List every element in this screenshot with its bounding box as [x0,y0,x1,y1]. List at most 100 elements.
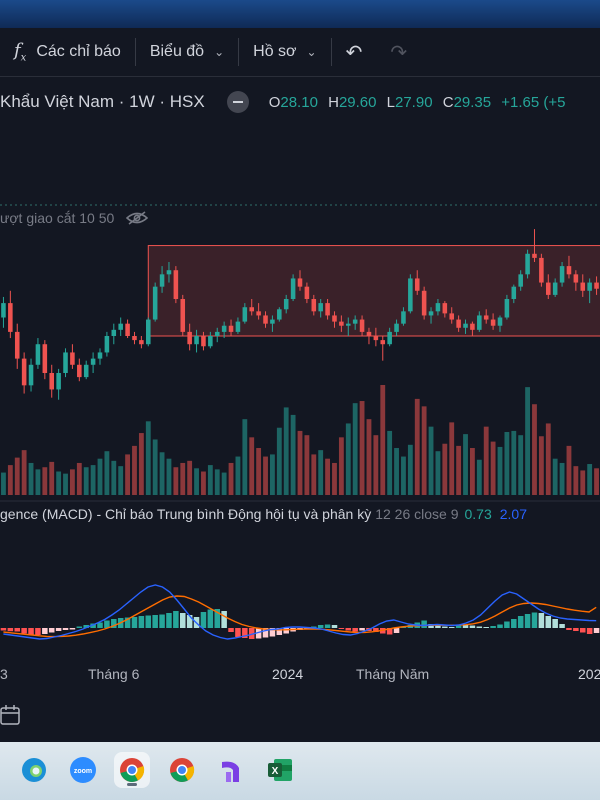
volume-bar [490,441,496,495]
macd-histogram-bar [180,613,186,628]
macd-histogram-bar [580,628,586,633]
volume-bar [552,458,558,495]
chart-type-dropdown[interactable]: Biểu đồ ⌄ [136,28,238,76]
volume-bar [14,457,20,495]
volume-bar [173,467,179,495]
macd-histogram-bar [7,628,14,632]
zoom-icon[interactable]: zoom [65,752,101,788]
macd-histogram-bar [559,624,565,628]
volume-bar [525,387,530,495]
volume-bar [214,469,220,495]
macd-pane[interactable] [0,535,600,660]
volume-bar [463,434,468,495]
chrome-icon[interactable] [164,752,200,788]
indicators-button[interactable]: fx Các chỉ báo [0,28,135,76]
volume-bar [201,471,206,495]
macd-histogram-bar [345,628,352,631]
volume-bar [28,462,34,495]
macd-histogram-bar [283,628,289,634]
candle-body [539,257,544,283]
redo-button[interactable]: ↷ [376,28,421,76]
svg-text:zoom: zoom [74,768,92,775]
volume-bar [518,435,524,495]
volume-bar [504,431,510,495]
macd-histogram-bar [69,628,76,630]
macd-histogram-bar [497,624,503,628]
toolbar-divider [134,38,136,66]
edge-icon[interactable] [16,752,52,788]
volume-bar [545,423,551,495]
candle-body [118,323,123,330]
volume-bar [207,465,213,495]
candle-body [35,344,41,365]
macd-histogram-bar [242,628,248,638]
date-range-icon[interactable] [0,704,22,726]
volume-bar [483,426,489,495]
macd-histogram-bar [262,628,269,638]
macd-histogram-bar [338,628,345,629]
pane-separator[interactable] [0,500,600,502]
macd-histogram-bar [386,628,393,635]
volume-bar [180,462,186,495]
volume-bar [118,466,124,495]
volume-bar [428,426,434,495]
volume-bar [290,414,296,495]
macd-histogram-bar [145,615,152,628]
macd-legend[interactable]: gence (MACD) - Chỉ báo Trung bình Động h… [0,506,527,522]
undo-icon: ↶ [345,41,363,64]
candle-body [208,336,213,347]
volume-bar [138,433,144,495]
volume-bar [580,470,586,495]
macd-histogram-bar [42,628,48,634]
app-icon[interactable] [213,752,249,788]
candle-body [221,325,227,332]
macd-histogram-bar [14,628,20,632]
hidden-eye-icon[interactable] [126,211,149,225]
candle-body [346,323,351,326]
price-pane[interactable] [0,225,600,500]
volume-bar [35,469,41,495]
profile-dropdown[interactable]: Hồ sơ ⌄ [239,28,330,76]
candle-body [180,299,186,332]
excel-icon[interactable]: X [262,752,298,788]
macd-histogram-bar [28,628,34,635]
candle-body [408,278,413,312]
change-value: +1.65 (+5 [501,93,566,111]
macd-histogram-bar [200,612,207,628]
candle-body [21,358,27,386]
high-value: 29.60 [338,93,377,111]
macd-histogram-bar [352,628,358,632]
macd-histogram-bar [573,628,579,631]
range-highlight-box [147,245,600,337]
close-key: C [442,93,454,111]
volume-bar [594,468,599,495]
volume-bar [249,437,255,495]
toolbar-divider [238,38,240,66]
chrome-icon[interactable] [114,752,150,788]
candle-body [304,286,310,299]
collapse-legend-icon[interactable] [226,91,249,113]
candle-body [166,270,172,275]
volume-bar [76,462,82,495]
x-axis-label: Tháng Năm [356,666,430,682]
candle-body [594,282,599,289]
symbol-title[interactable]: Khẩu Việt Nam · 1W · HSX [0,92,205,111]
candle-body [277,309,282,320]
candle-body [77,364,82,378]
ma-cross-indicator-legend[interactable]: ượt giao cắt 10 50 [0,210,149,226]
volume-bar [435,451,441,495]
undo-button[interactable]: ↶ [332,28,377,76]
candle-body [477,315,482,330]
candle-body [414,278,420,291]
macd-histogram-bar [111,619,117,628]
low-key: L [386,93,395,111]
volume-bar [166,458,172,495]
volume-bar [145,421,151,495]
candle-body [373,336,379,341]
volume-bar [125,454,130,495]
candle-body [525,253,530,275]
macd-histogram-bar [104,620,110,628]
candle-body [442,303,448,314]
macd-histogram-bar [331,625,338,628]
volume-bar [90,465,96,495]
